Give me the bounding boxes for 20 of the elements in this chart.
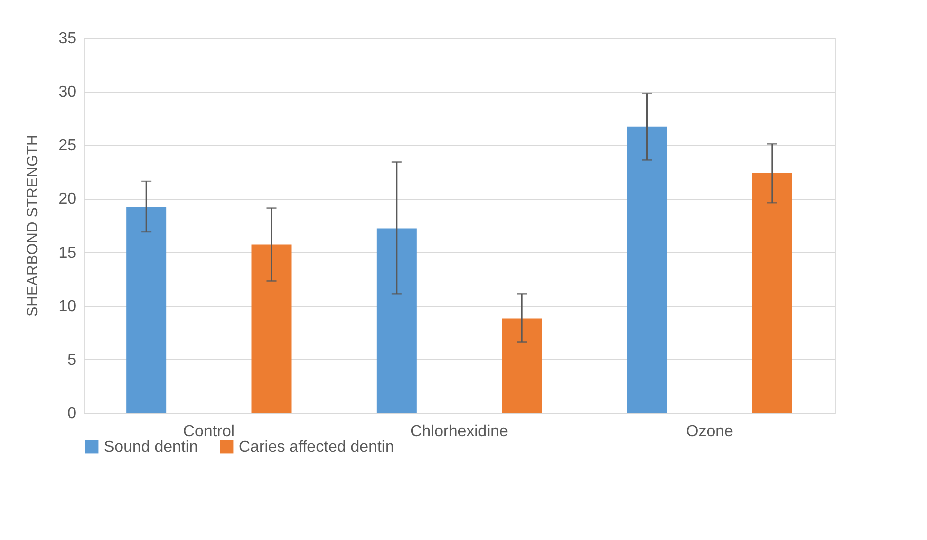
x-tick-label: Control [183, 424, 235, 440]
bar [376, 228, 417, 413]
y-tick-label: 35 [58, 30, 77, 48]
bar [627, 126, 668, 413]
y-axis-title: SHEARBOND STRENGTH [24, 135, 42, 317]
bar [502, 318, 542, 413]
y-tick-label: 30 [58, 84, 77, 102]
y-tick-label: 25 [58, 138, 77, 155]
bar [252, 244, 292, 413]
bar [752, 173, 792, 413]
y-tick-label: 20 [58, 191, 77, 208]
y-tick-label: 15 [58, 244, 77, 262]
y-tick-label: 0 [68, 406, 77, 422]
x-tick-label: Ozone [686, 424, 734, 440]
y-tick-label: 10 [58, 298, 77, 316]
legend-label: Sound dentin [104, 439, 198, 456]
y-tick-label: 5 [68, 352, 77, 369]
bar [126, 207, 167, 413]
x-tick-label: Chlorhexidine [410, 424, 509, 440]
legend-label: Caries affected dentin [239, 439, 394, 456]
